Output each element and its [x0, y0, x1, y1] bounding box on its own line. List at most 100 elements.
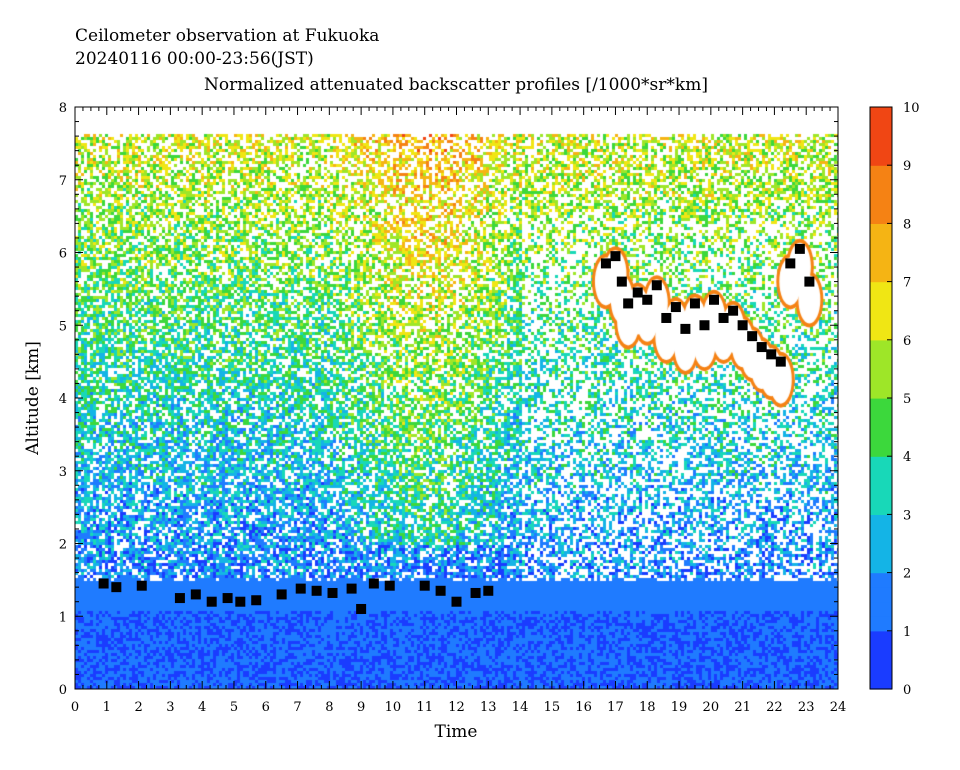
x-tick-label-4: 4 [198, 700, 206, 715]
upper-cloud-base-mark-19 [775, 356, 786, 367]
low-cloud-base-mark-15 [368, 578, 379, 589]
colorbar-tick-label-9: 9 [903, 159, 911, 174]
colorbar-band-36 [870, 150, 892, 166]
low-cloud-base-mark-4 [190, 589, 201, 600]
colorbar-band-7 [870, 572, 892, 588]
x-tick-label-13: 13 [480, 700, 497, 715]
plot-area [75, 107, 838, 689]
colorbar-band-9 [870, 543, 892, 559]
y-tick-label-2: 2 [59, 538, 67, 553]
colorbar-band-24 [870, 325, 892, 341]
axes: 0 1 2 3 4 5 6 7 8 9 10 11 12 13 14 15 16 17 18 19 20 21 22 23 24… [59, 101, 847, 715]
colorbar-band-1 [870, 659, 892, 676]
x-tick-label-22: 22 [766, 700, 783, 715]
colorbar-band-20 [870, 383, 892, 399]
x-tick-label-24: 24 [830, 700, 847, 715]
upper-cloud-base-mark-1 [610, 251, 621, 262]
x-tick-label-21: 21 [734, 700, 751, 715]
low-cloud-base-mark-16 [384, 580, 395, 591]
x-tick-label-14: 14 [512, 700, 529, 715]
x-tick-label-5: 5 [230, 700, 238, 715]
colorbar-band-5 [870, 601, 892, 617]
low-cloud-base-mark-9 [276, 589, 287, 600]
colorbar-band-34 [870, 179, 892, 195]
low-cloud-base-mark-11 [311, 585, 322, 596]
colorbar-band-18 [870, 412, 892, 428]
colorbar-band-29 [870, 252, 892, 268]
colorbar-band-28 [870, 267, 892, 283]
y-tick-label-4: 4 [59, 392, 67, 407]
y-tick-label-5: 5 [59, 319, 67, 334]
upper-cloud-base-mark-13 [718, 312, 729, 323]
cloud-base-marks [98, 243, 815, 614]
x-tick-label-15: 15 [544, 700, 561, 715]
colorbar-band-39 [870, 107, 892, 123]
colorbar-band-16 [870, 441, 892, 457]
low-cloud-base-mark-20 [470, 587, 481, 598]
upper-cloud-base-mark-3 [623, 298, 634, 309]
colorbar-band-11 [870, 514, 892, 530]
colorbar-band-32 [870, 208, 892, 224]
colorbar-band-15 [870, 456, 892, 472]
low-cloud-base-mark-13 [346, 583, 357, 594]
upper-cloud-base-mark-22 [804, 276, 815, 287]
colorbar-tick-label-4: 4 [903, 450, 911, 465]
upper-cloud-base-mark-8 [670, 302, 681, 313]
upper-cloud-base-mark-20 [785, 258, 796, 269]
colorbar-band-37 [870, 136, 892, 152]
x-tick-label-8: 8 [325, 700, 333, 715]
upper-cloud-base-mark-9 [680, 323, 691, 334]
colorbar-band-17 [870, 427, 892, 443]
y-axis-label: Altitude [km] [23, 341, 43, 456]
x-tick-label-10: 10 [385, 700, 402, 715]
x-tick-label-0: 0 [71, 700, 79, 715]
colorbar-band-31 [870, 223, 892, 239]
low-cloud-base-mark-14 [356, 603, 367, 614]
upper-cloud-base-mark-2 [616, 276, 627, 287]
low-cloud-base-mark-12 [327, 587, 338, 598]
colorbar-tick-label-8: 8 [903, 217, 911, 232]
colorbar-band-6 [870, 587, 892, 603]
colorbar-band-22 [870, 354, 892, 370]
low-cloud-base-mark-21 [483, 585, 494, 596]
colorbar-band-21 [870, 368, 892, 385]
x-tick-label-11: 11 [416, 700, 433, 715]
colorbar-tick-label-7: 7 [903, 276, 911, 291]
x-tick-label-6: 6 [262, 700, 270, 715]
chart-title-line-1: Ceilometer observation at Fukuoka [75, 26, 379, 46]
low-cloud-base-mark-0 [98, 578, 109, 589]
x-tick-label-20: 20 [703, 700, 720, 715]
colorbar-band-10 [870, 528, 892, 545]
y-tick-label-7: 7 [59, 174, 67, 189]
colorbar-band-0 [870, 674, 892, 690]
upper-cloud-base-mark-17 [756, 342, 767, 353]
colorbar-band-19 [870, 398, 892, 414]
colorbar-tick-label-6: 6 [903, 334, 911, 349]
low-cloud-base-mark-8 [251, 595, 262, 606]
colorbar-band-30 [870, 237, 892, 254]
low-cloud-base-mark-19 [451, 596, 462, 607]
x-tick-label-17: 17 [607, 700, 624, 715]
colorbar-band-14 [870, 470, 892, 486]
colorbar-band-8 [870, 558, 892, 574]
backscatter-field [75, 107, 838, 689]
low-cloud-base-mark-2 [136, 580, 147, 591]
y-tick-label-6: 6 [59, 247, 67, 262]
low-cloud-base-mark-5 [206, 596, 217, 607]
x-axis-label: Time [435, 722, 478, 742]
x-tick-label-12: 12 [448, 700, 465, 715]
upper-cloud-base-mark-7 [661, 312, 672, 323]
upper-cloud-base-mark-15 [737, 320, 748, 331]
x-tick-label-2: 2 [134, 700, 142, 715]
x-tick-label-23: 23 [798, 700, 815, 715]
colorbar-tick-label-5: 5 [903, 392, 911, 407]
colorbar-band-38 [870, 121, 892, 137]
x-tick-label-16: 16 [575, 700, 592, 715]
colorbar-tick-label-2: 2 [903, 567, 911, 582]
upper-cloud-base-mark-4 [632, 287, 643, 298]
colorbar-band-27 [870, 281, 892, 297]
colorbar-band-23 [870, 339, 892, 355]
low-cloud-base-mark-18 [435, 585, 446, 596]
low-cloud-base-mark-10 [295, 583, 306, 594]
x-tick-label-1: 1 [103, 700, 111, 715]
